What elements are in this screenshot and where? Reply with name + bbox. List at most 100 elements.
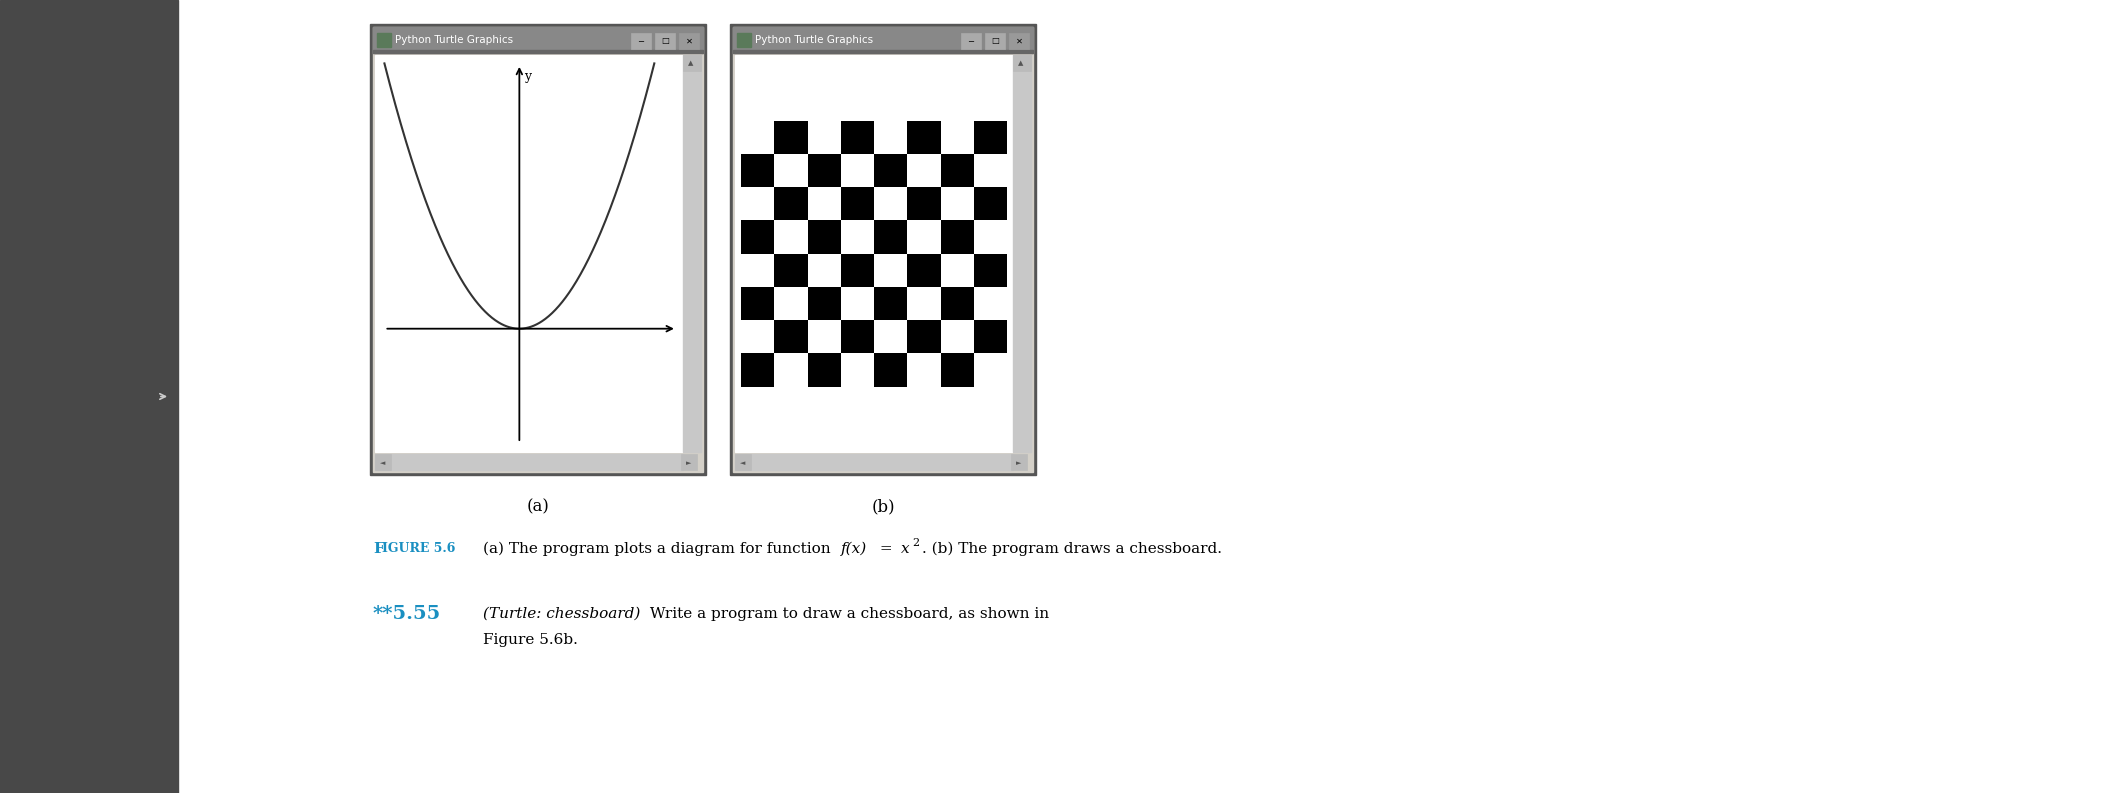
Bar <box>974 187 1008 220</box>
Bar <box>734 55 1012 452</box>
Bar <box>375 55 684 452</box>
Bar <box>631 33 650 49</box>
Bar <box>873 187 907 220</box>
Bar <box>907 154 940 187</box>
Bar <box>940 320 974 353</box>
Bar <box>774 353 808 386</box>
Text: (a): (a) <box>526 499 549 515</box>
Text: ✕: ✕ <box>686 36 692 45</box>
Bar <box>741 121 774 154</box>
Text: x: x <box>901 542 909 556</box>
Bar <box>808 121 842 154</box>
Bar <box>682 454 696 470</box>
Bar <box>873 320 907 353</box>
Bar <box>732 50 1033 53</box>
Bar <box>907 320 940 353</box>
Text: Python Turtle Graphics: Python Turtle Graphics <box>755 35 873 45</box>
Bar <box>907 287 940 320</box>
Text: y: y <box>524 70 530 82</box>
Bar <box>734 454 751 470</box>
Bar <box>940 154 974 187</box>
Bar <box>842 353 873 386</box>
Text: IGURE 5.6: IGURE 5.6 <box>383 542 454 556</box>
Bar <box>940 353 974 386</box>
Bar <box>842 287 873 320</box>
Bar <box>974 353 1008 386</box>
Bar <box>774 220 808 254</box>
Text: ◄: ◄ <box>741 460 745 466</box>
Bar <box>732 27 1033 53</box>
Text: ▲: ▲ <box>1018 60 1025 66</box>
Bar <box>774 154 808 187</box>
Bar <box>907 254 940 287</box>
Bar <box>370 24 707 475</box>
Bar <box>873 121 907 154</box>
Bar <box>808 254 842 287</box>
Bar <box>372 50 703 53</box>
Bar <box>808 320 842 353</box>
Bar <box>377 33 391 47</box>
Text: ►: ► <box>1016 460 1023 466</box>
Bar <box>873 154 907 187</box>
Bar <box>974 220 1008 254</box>
Bar <box>774 320 808 353</box>
Bar <box>985 33 1006 49</box>
Bar <box>940 187 974 220</box>
Text: (b): (b) <box>871 499 894 515</box>
Bar <box>873 220 907 254</box>
Bar <box>842 254 873 287</box>
Bar <box>808 220 842 254</box>
Bar <box>372 27 703 53</box>
Text: Figure 5.6b.: Figure 5.6b. <box>484 633 579 647</box>
Bar <box>774 121 808 154</box>
Bar <box>680 33 699 49</box>
Bar <box>907 187 940 220</box>
Text: . (b) The program draws a chessboard.: . (b) The program draws a chessboard. <box>922 542 1222 556</box>
Bar <box>375 454 391 470</box>
Bar <box>940 121 974 154</box>
Text: ─: ─ <box>638 36 644 45</box>
Bar <box>741 254 774 287</box>
Bar <box>1010 33 1029 49</box>
Bar <box>372 27 703 472</box>
Bar <box>842 220 873 254</box>
Bar <box>808 154 842 187</box>
Bar <box>808 353 842 386</box>
Bar <box>732 27 1033 472</box>
Bar <box>808 287 842 320</box>
Bar <box>974 254 1008 287</box>
Bar <box>974 154 1008 187</box>
Text: □: □ <box>991 36 999 45</box>
Text: 2: 2 <box>911 538 919 548</box>
Text: Write a program to draw a chessboard, as shown in: Write a program to draw a chessboard, as… <box>646 607 1050 621</box>
Bar <box>842 320 873 353</box>
Bar <box>684 55 701 452</box>
Text: ✕: ✕ <box>1016 36 1023 45</box>
Bar <box>808 187 842 220</box>
Bar <box>774 187 808 220</box>
Bar <box>907 220 940 254</box>
Bar <box>873 287 907 320</box>
Bar <box>774 254 808 287</box>
Text: ◄: ◄ <box>381 460 385 466</box>
Bar <box>907 121 940 154</box>
Bar <box>1012 55 1031 452</box>
Bar <box>741 154 774 187</box>
Bar <box>1012 55 1031 71</box>
Text: ─: ─ <box>968 36 974 45</box>
Text: □: □ <box>661 36 669 45</box>
Text: **5.55: **5.55 <box>372 605 442 623</box>
Bar <box>974 320 1008 353</box>
Bar <box>962 33 980 49</box>
Bar <box>940 220 974 254</box>
Text: Python Turtle Graphics: Python Turtle Graphics <box>396 35 513 45</box>
Bar <box>741 320 774 353</box>
Bar <box>842 154 873 187</box>
Bar <box>741 353 774 386</box>
Bar <box>940 287 974 320</box>
Bar <box>741 187 774 220</box>
Bar <box>0 0 179 793</box>
Bar <box>741 287 774 320</box>
Bar <box>774 287 808 320</box>
Bar <box>684 55 701 71</box>
